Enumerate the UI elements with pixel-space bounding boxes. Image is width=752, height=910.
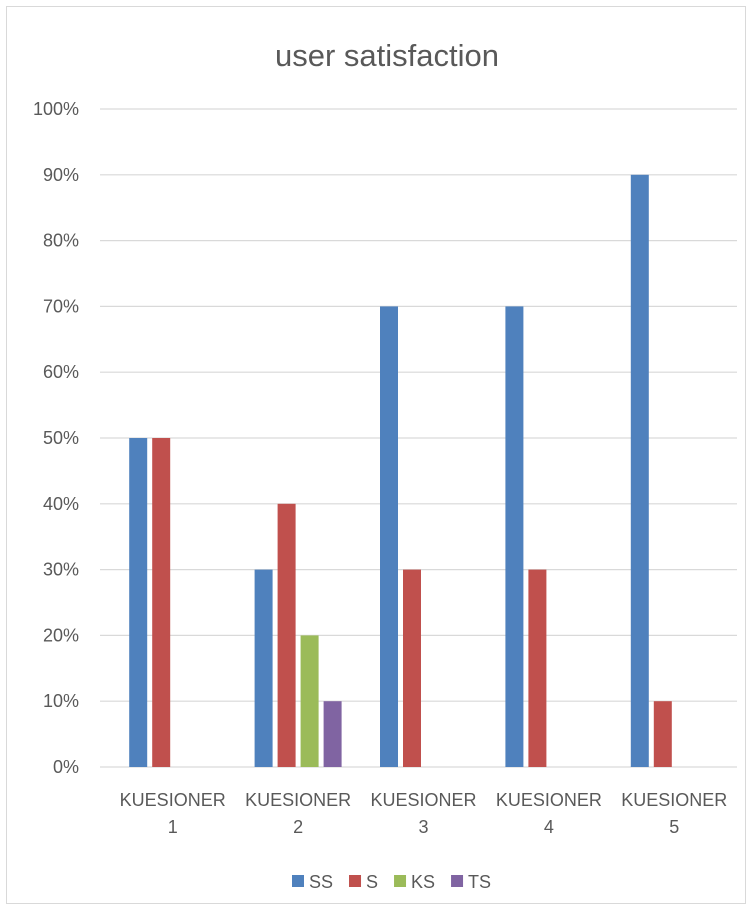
- y-tick-label: 10%: [43, 691, 79, 711]
- y-tick-label: 70%: [43, 296, 79, 316]
- y-tick-label: 100%: [33, 99, 79, 119]
- legend-swatch-ks: [394, 875, 407, 887]
- legend-label-ks: KS: [411, 872, 435, 892]
- y-tick-label: 90%: [43, 165, 79, 185]
- x-category-label: KUESIONER: [245, 790, 351, 810]
- x-category-label: KUESIONER: [496, 790, 602, 810]
- legend-swatch-ts: [451, 875, 464, 887]
- bar-s-1: [152, 438, 171, 767]
- y-axis-tick-labels: 0% 10% 20% 30% 40% 50% 60% 70% 80% 90% 100%: [33, 99, 79, 777]
- y-tick-label: 50%: [43, 428, 79, 448]
- x-category-label: KUESIONER: [370, 790, 476, 810]
- bar-ks-2: [300, 635, 319, 767]
- y-tick-label: 30%: [43, 560, 79, 580]
- x-category-label: 4: [544, 817, 554, 837]
- legend-label-ts: TS: [468, 872, 491, 892]
- x-axis-category-labels: KUESIONER 1 KUESIONER 2 KUESIONER 3 KUESIONER 4…: [120, 790, 728, 837]
- bar-s-4: [528, 569, 547, 767]
- x-category-label: 5: [669, 817, 679, 837]
- x-category-label: 3: [418, 817, 428, 837]
- bar-ss-2: [254, 569, 273, 767]
- y-tick-label: 80%: [43, 231, 79, 251]
- x-category-label: KUESIONER: [621, 790, 727, 810]
- bar-s-5: [653, 701, 672, 767]
- bar-ss-3: [380, 306, 398, 767]
- legend-label-s: S: [366, 872, 378, 892]
- y-tick-label: 60%: [43, 362, 79, 382]
- legend: SS S KS TS: [292, 872, 491, 892]
- y-tick-label: 0%: [53, 757, 79, 777]
- bar-ts-2: [323, 701, 342, 767]
- bar-s-2: [277, 503, 296, 767]
- legend-swatch-s: [349, 875, 362, 887]
- bar-s-3: [403, 569, 421, 767]
- x-category-label: 1: [168, 817, 178, 837]
- bar-ss-4: [505, 306, 524, 767]
- x-category-label: 2: [293, 817, 303, 837]
- y-tick-label: 40%: [43, 494, 79, 514]
- chart-title: user satisfaction: [275, 38, 499, 73]
- legend-label-ss: SS: [309, 872, 333, 892]
- x-category-label: KUESIONER: [120, 790, 226, 810]
- y-tick-label: 20%: [43, 625, 79, 645]
- bar-ss-5: [630, 174, 649, 768]
- legend-swatch-ss: [292, 875, 304, 887]
- bar-ss-1: [129, 438, 148, 767]
- bars: [129, 174, 672, 768]
